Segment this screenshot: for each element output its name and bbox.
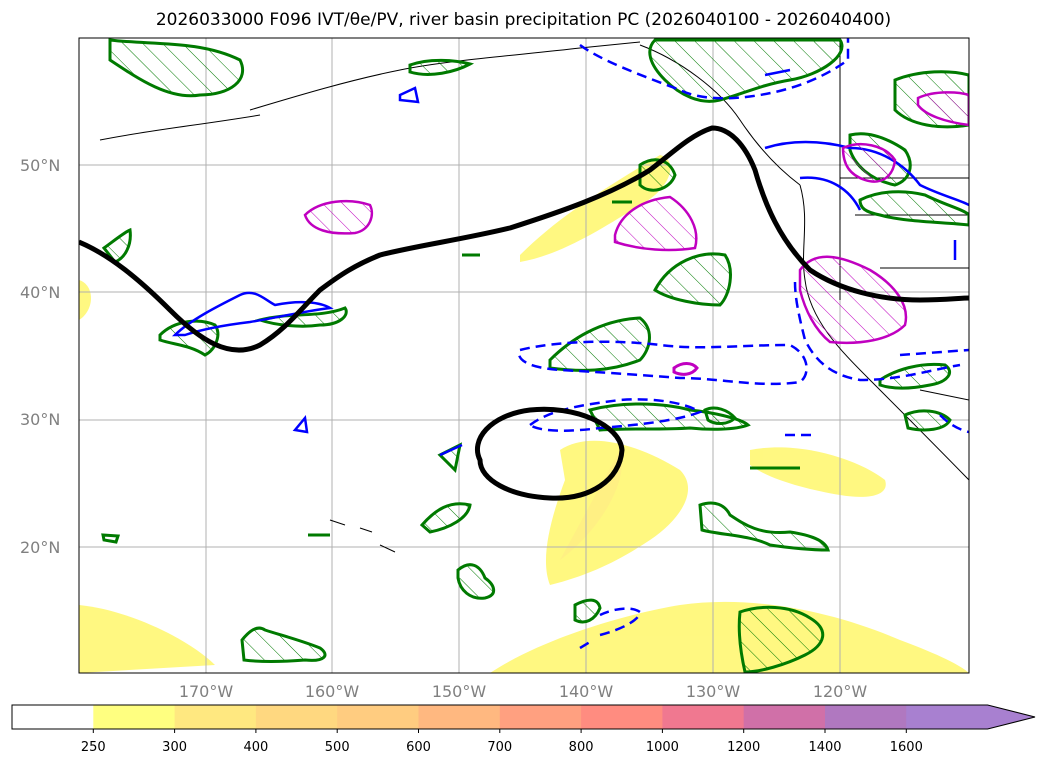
map-title: 2026033000 F096 IVT/θe/PV, river basin p… [155, 10, 892, 30]
magenta-contours [303, 91, 969, 345]
colorbar-tick-label: 500 [324, 740, 350, 755]
ivt-shading [79, 155, 969, 673]
colorbar-segment [12, 705, 94, 729]
colorbar-tick-label: 1000 [645, 740, 679, 755]
colorbar [11, 704, 1036, 733]
colorbar-segment [662, 705, 745, 729]
pv-dashed-contours [517, 38, 969, 650]
colorbar-segment [581, 705, 663, 729]
lon-label-140w: 140°W [558, 682, 614, 701]
map-frame [78, 37, 970, 674]
lon-label-120w: 120°W [812, 682, 868, 701]
colorbar-segment [255, 705, 338, 729]
colorbar-segment [93, 705, 176, 729]
lat-label-30n: 30°N [20, 410, 61, 429]
colorbar-segment [825, 705, 907, 729]
colorbar-tick-label: 800 [568, 740, 594, 755]
colorbar-tick-label: 600 [406, 740, 431, 755]
lat-label-50n: 50°N [20, 156, 61, 175]
colorbar-tick-label: 700 [487, 740, 513, 755]
colorbar-segment [499, 705, 582, 729]
colorbar-segment [174, 705, 257, 729]
lon-label-150w: 150°W [431, 682, 487, 701]
graticule [79, 38, 969, 673]
colorbar-outline [11, 704, 1036, 730]
map-area [79, 38, 969, 673]
lat-label-40n: 40°N [20, 283, 61, 302]
colorbar-tick-label: 1600 [889, 740, 923, 755]
colorbar-tick-label: 400 [243, 740, 269, 755]
colorbar-segment [743, 705, 826, 729]
colorbar-segment [418, 705, 501, 729]
colorbar-tick-label: 300 [162, 740, 188, 755]
lat-label-20n: 20°N [20, 538, 61, 557]
colorbar-segment [337, 705, 419, 729]
theta-e-contours [79, 125, 969, 501]
colorbar-extend-arrow [906, 705, 1035, 729]
lon-label-170w: 170°W [178, 682, 234, 701]
precip-contours [101, 38, 969, 673]
lon-label-130w: 130°W [685, 682, 741, 701]
colorbar-tick-label: 250 [80, 740, 106, 755]
colorbar-tick-label: 1400 [808, 740, 842, 755]
colorbar-tick-label: 1200 [727, 740, 761, 755]
lon-label-160w: 160°W [304, 682, 360, 701]
